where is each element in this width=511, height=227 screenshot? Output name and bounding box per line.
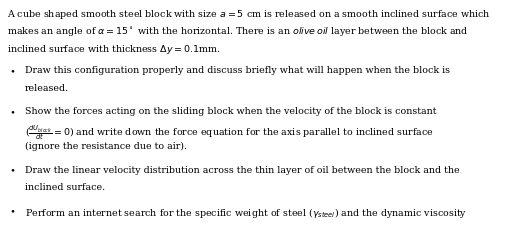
Text: A cube shaped smooth steel block with size $a = 5$ cm is released on a smooth in: A cube shaped smooth steel block with si… [7, 8, 491, 21]
Text: Draw this configuration properly and discuss briefly what will happen when the b: Draw this configuration properly and dis… [25, 66, 450, 75]
Text: released.: released. [25, 84, 68, 92]
Text: ($\frac{dU_{block}}{dt} = 0$) and write down the force equation for the axis par: ($\frac{dU_{block}}{dt} = 0$) and write … [25, 124, 433, 142]
Text: makes an angle of $\alpha = 15^\circ$ with the horizontal. There is an $\it{oliv: makes an angle of $\alpha = 15^\circ$ wi… [7, 25, 469, 39]
Text: $\bullet$: $\bullet$ [9, 66, 15, 75]
Text: $\bullet$: $\bullet$ [9, 205, 15, 214]
Text: inclined surface with thickness $\Delta y = 0.1$mm.: inclined surface with thickness $\Delta … [7, 43, 220, 56]
Text: of olive oil ($\mu_{oliveoil}$) at 25°C.: of olive oil ($\mu_{oliveoil}$) at 25°C. [25, 223, 158, 227]
Text: Show the forces acting on the sliding block when the velocity of the block is co: Show the forces acting on the sliding bl… [25, 107, 436, 116]
Text: $\bullet$: $\bullet$ [9, 107, 15, 116]
Text: $\bullet$: $\bullet$ [9, 165, 15, 174]
Text: (ignore the resistance due to air).: (ignore the resistance due to air). [25, 142, 187, 151]
Text: inclined surface.: inclined surface. [25, 182, 105, 191]
Text: Draw the linear velocity distribution across the thin layer of oil between the b: Draw the linear velocity distribution ac… [25, 165, 459, 174]
Text: Perform an internet search for the specific weight of steel ($\gamma_{steel}$) a: Perform an internet search for the speci… [25, 205, 467, 219]
